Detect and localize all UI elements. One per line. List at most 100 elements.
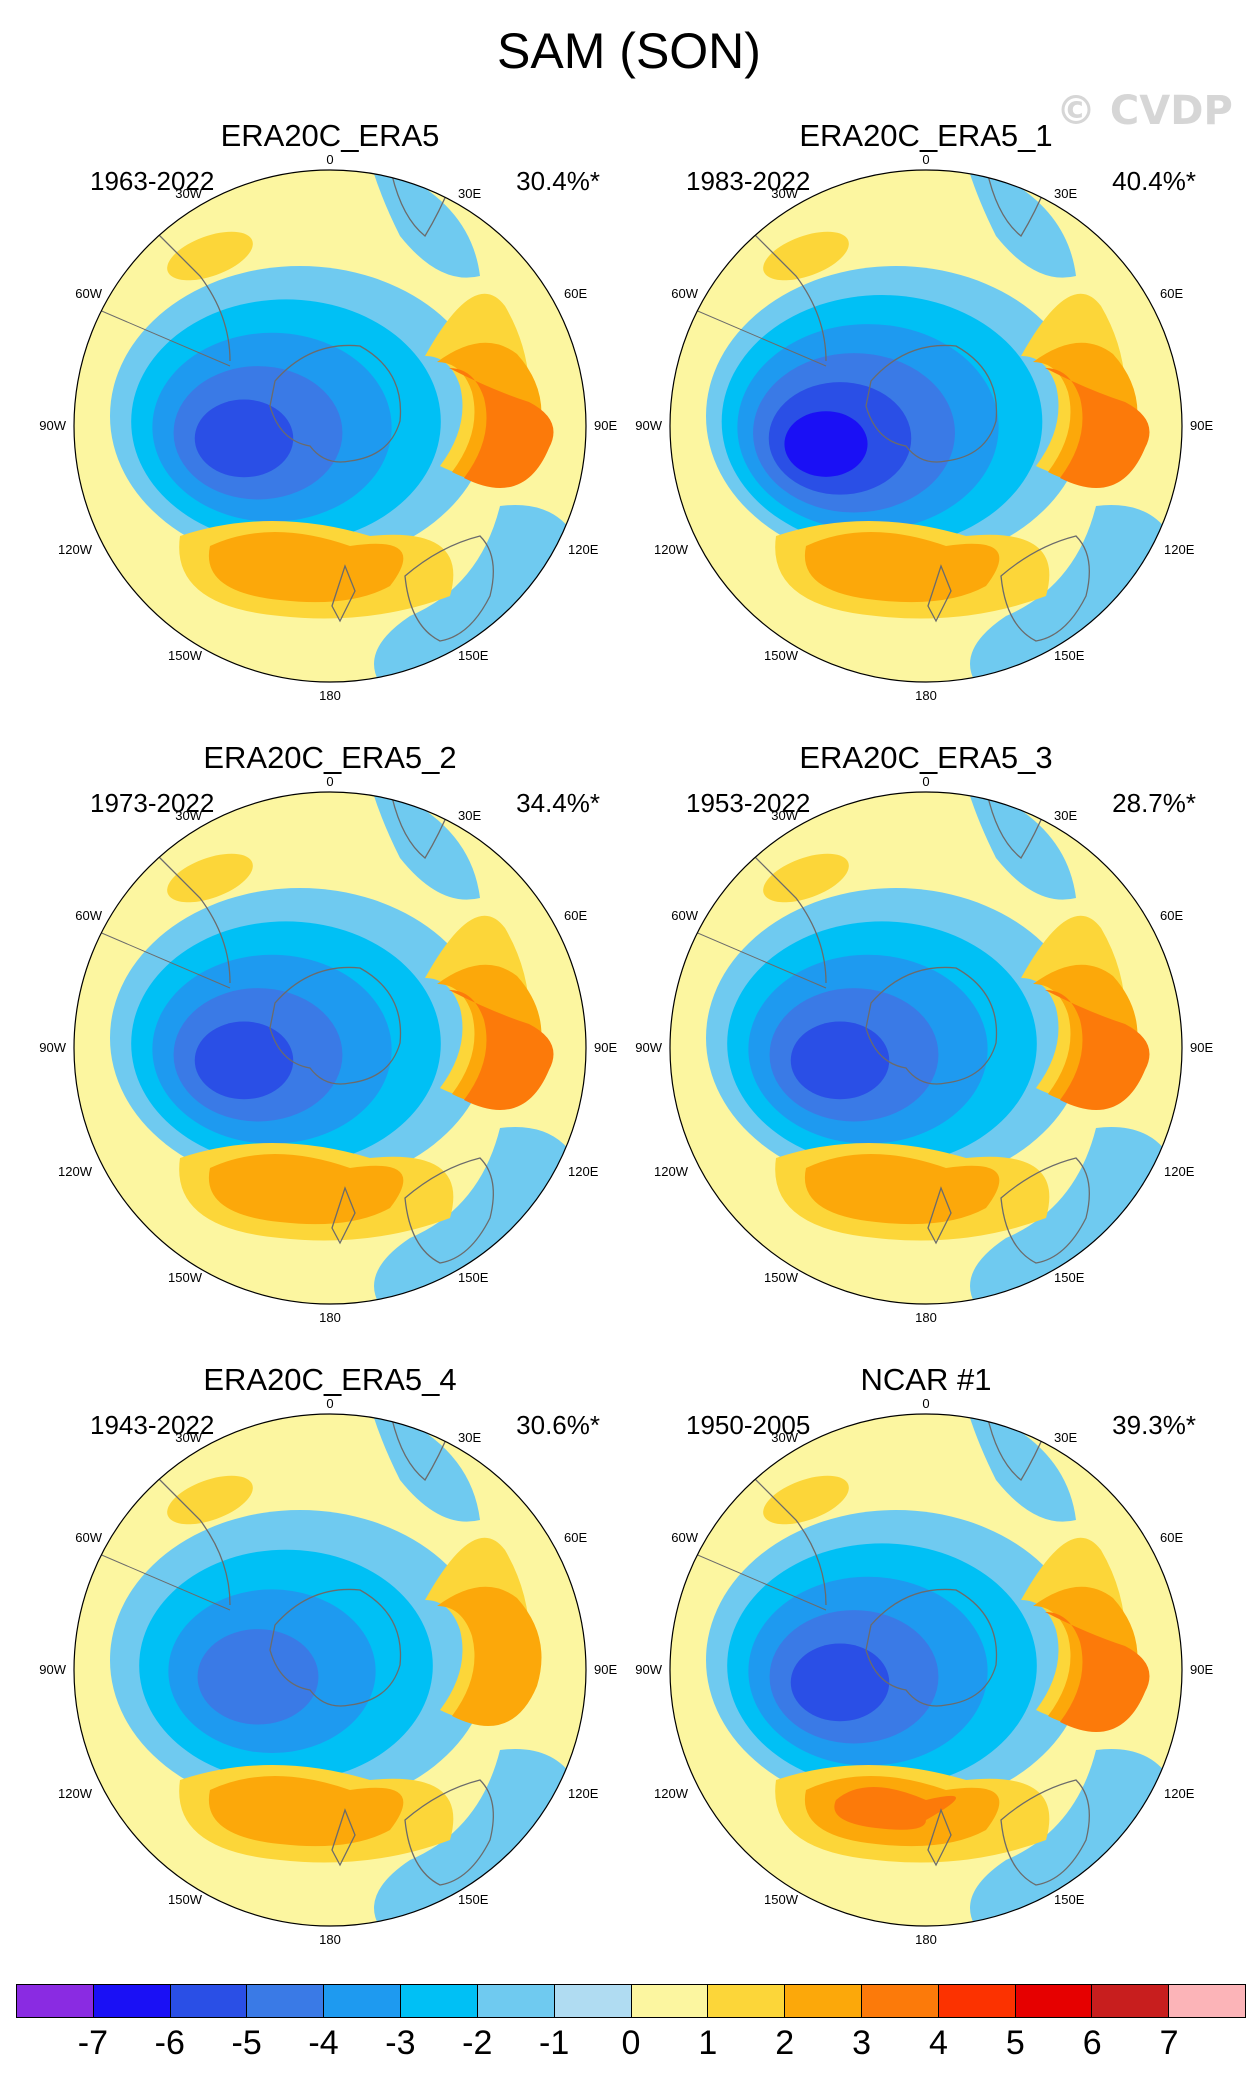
negative-anomaly-edge [370,1414,480,1522]
coastline [927,1186,952,1245]
map-panel: NCAR #1 1950-2005 39.3%* 0 180 90W 90E 30W 60W 30… [626,1362,1226,1962]
coastline [389,1414,451,1481]
colorbar-tick-label: -3 [385,2024,416,2062]
map-boundary [73,1413,587,1927]
longitude-label: 150E [458,1270,489,1285]
negative-anomaly-edge [374,1749,586,1926]
longitude-label: 60W [671,286,698,301]
coastline [331,1808,356,1867]
high-northwest-blob [167,853,253,903]
panel-years: 1953-2022 [686,788,811,818]
longitude-label: 30E [1054,186,1077,201]
map-boundary [669,1413,1183,1927]
high-south-contour-2 [804,532,1000,603]
coastline [1000,1157,1090,1264]
longitude-label: 60W [671,908,698,923]
negative-anomaly-edge [966,792,1076,900]
longitude-label: 0 [922,776,929,789]
longitude-label: 30W [175,808,202,823]
longitude-label: 120E [568,1786,599,1801]
low-contour-5 [194,1021,294,1100]
panel-title: ERA20C_ERA5_2 [203,740,457,775]
colorbar-box [93,1985,171,2017]
panel-years: 1973-2022 [90,788,215,818]
map-boundary [669,791,1183,1305]
longitude-label: 120W [58,1164,93,1179]
longitude-label: 150E [458,648,489,663]
longitude-label: 150W [764,648,799,663]
polar-map: 0 180 90W 90E 30W 60W 30E 60E 120W 150W 120E 150E [39,154,617,703]
panel-variance-pct: 28.7%* [1112,788,1196,818]
colorbar-tick-label: 0 [621,2024,641,2062]
longitude-label: 30W [771,1430,798,1445]
longitude-label: 150W [764,1892,799,1907]
high-northwest-blob [763,1475,849,1525]
longitude-label: 60E [1160,1530,1183,1545]
panel-years: 1963-2022 [90,166,215,196]
high-northwest-blob [167,1475,253,1525]
panel-variance-pct: 34.4%* [516,788,600,818]
coastline [269,1588,402,1707]
low-contour-4 [197,1629,319,1725]
polar-map: 0 180 90W 90E 30W 60W 30E 60E 120W 150W 120E 150E [635,776,1213,1325]
panel-title: ERA20C_ERA5_3 [799,740,1053,775]
longitude-label: 30W [175,186,202,201]
longitude-label: 60W [75,908,102,923]
high-northwest-blob [763,231,849,281]
map-boundary [669,169,1183,683]
coastline [269,966,402,1085]
colorbar-box [708,1985,786,2017]
contour-field [74,792,586,1304]
longitude-label: 180 [915,688,937,703]
colorbar-box [1169,1985,1245,2017]
negative-anomaly-edge [970,505,1182,682]
longitude-label: 30W [771,808,798,823]
coastline [331,1186,356,1245]
longitude-label: 30E [458,186,481,201]
negative-anomaly-edge [370,170,480,278]
longitude-label: 150W [764,1270,799,1285]
map-panel: ERA20C_ERA5 1963-2022 30.4%* 0 180 90W 90E 30W 6… [30,118,630,718]
colorbar-box [247,1985,325,2017]
coastline [865,1588,998,1707]
longitude-label: 60W [75,286,102,301]
watermark: © CVDP [1056,88,1233,134]
longitude-label: 90E [1190,1040,1213,1055]
colorbar-tick-label: -2 [462,2024,493,2062]
colorbar-box [785,1985,862,2017]
longitude-label: 150E [1054,1892,1085,1907]
coastline [331,564,356,623]
longitude-label: 30E [1054,1430,1077,1445]
longitude-label: 120W [654,1786,689,1801]
longitude-label: 0 [326,1398,333,1411]
longitude-label: 180 [915,1932,937,1947]
longitude-label: 60E [1160,286,1183,301]
coastline [389,792,451,859]
longitude-label: 150W [168,1892,203,1907]
colorbar-tick-label: -7 [77,2024,108,2062]
longitude-label: 90W [39,1040,66,1055]
contour-field [670,792,1182,1304]
colorbar-box [861,1985,939,2017]
coastline [985,792,1047,859]
colorbar-tick-label: -4 [308,2024,339,2062]
coastline [865,966,998,1085]
coastline [89,927,231,989]
longitude-label: 150E [1054,648,1085,663]
contour-field [670,170,1182,682]
coastline [927,564,952,623]
longitude-label: 120W [58,1786,93,1801]
negative-anomaly-edge [970,1749,1182,1926]
colorbar-tick-label: -5 [231,2024,262,2062]
longitude-label: 90E [1190,1662,1213,1677]
longitude-label: 120E [568,542,599,557]
negative-anomaly-edge [966,1414,1076,1522]
high-south-contour-2 [208,1154,404,1225]
negative-anomaly-edge [370,792,480,900]
longitude-label: 30E [458,1430,481,1445]
longitude-label: 150E [1054,1270,1085,1285]
panel-years: 1983-2022 [686,166,811,196]
longitude-label: 180 [319,1310,341,1325]
panel-variance-pct: 30.6%* [516,1410,600,1440]
high-northwest-blob [167,231,253,281]
